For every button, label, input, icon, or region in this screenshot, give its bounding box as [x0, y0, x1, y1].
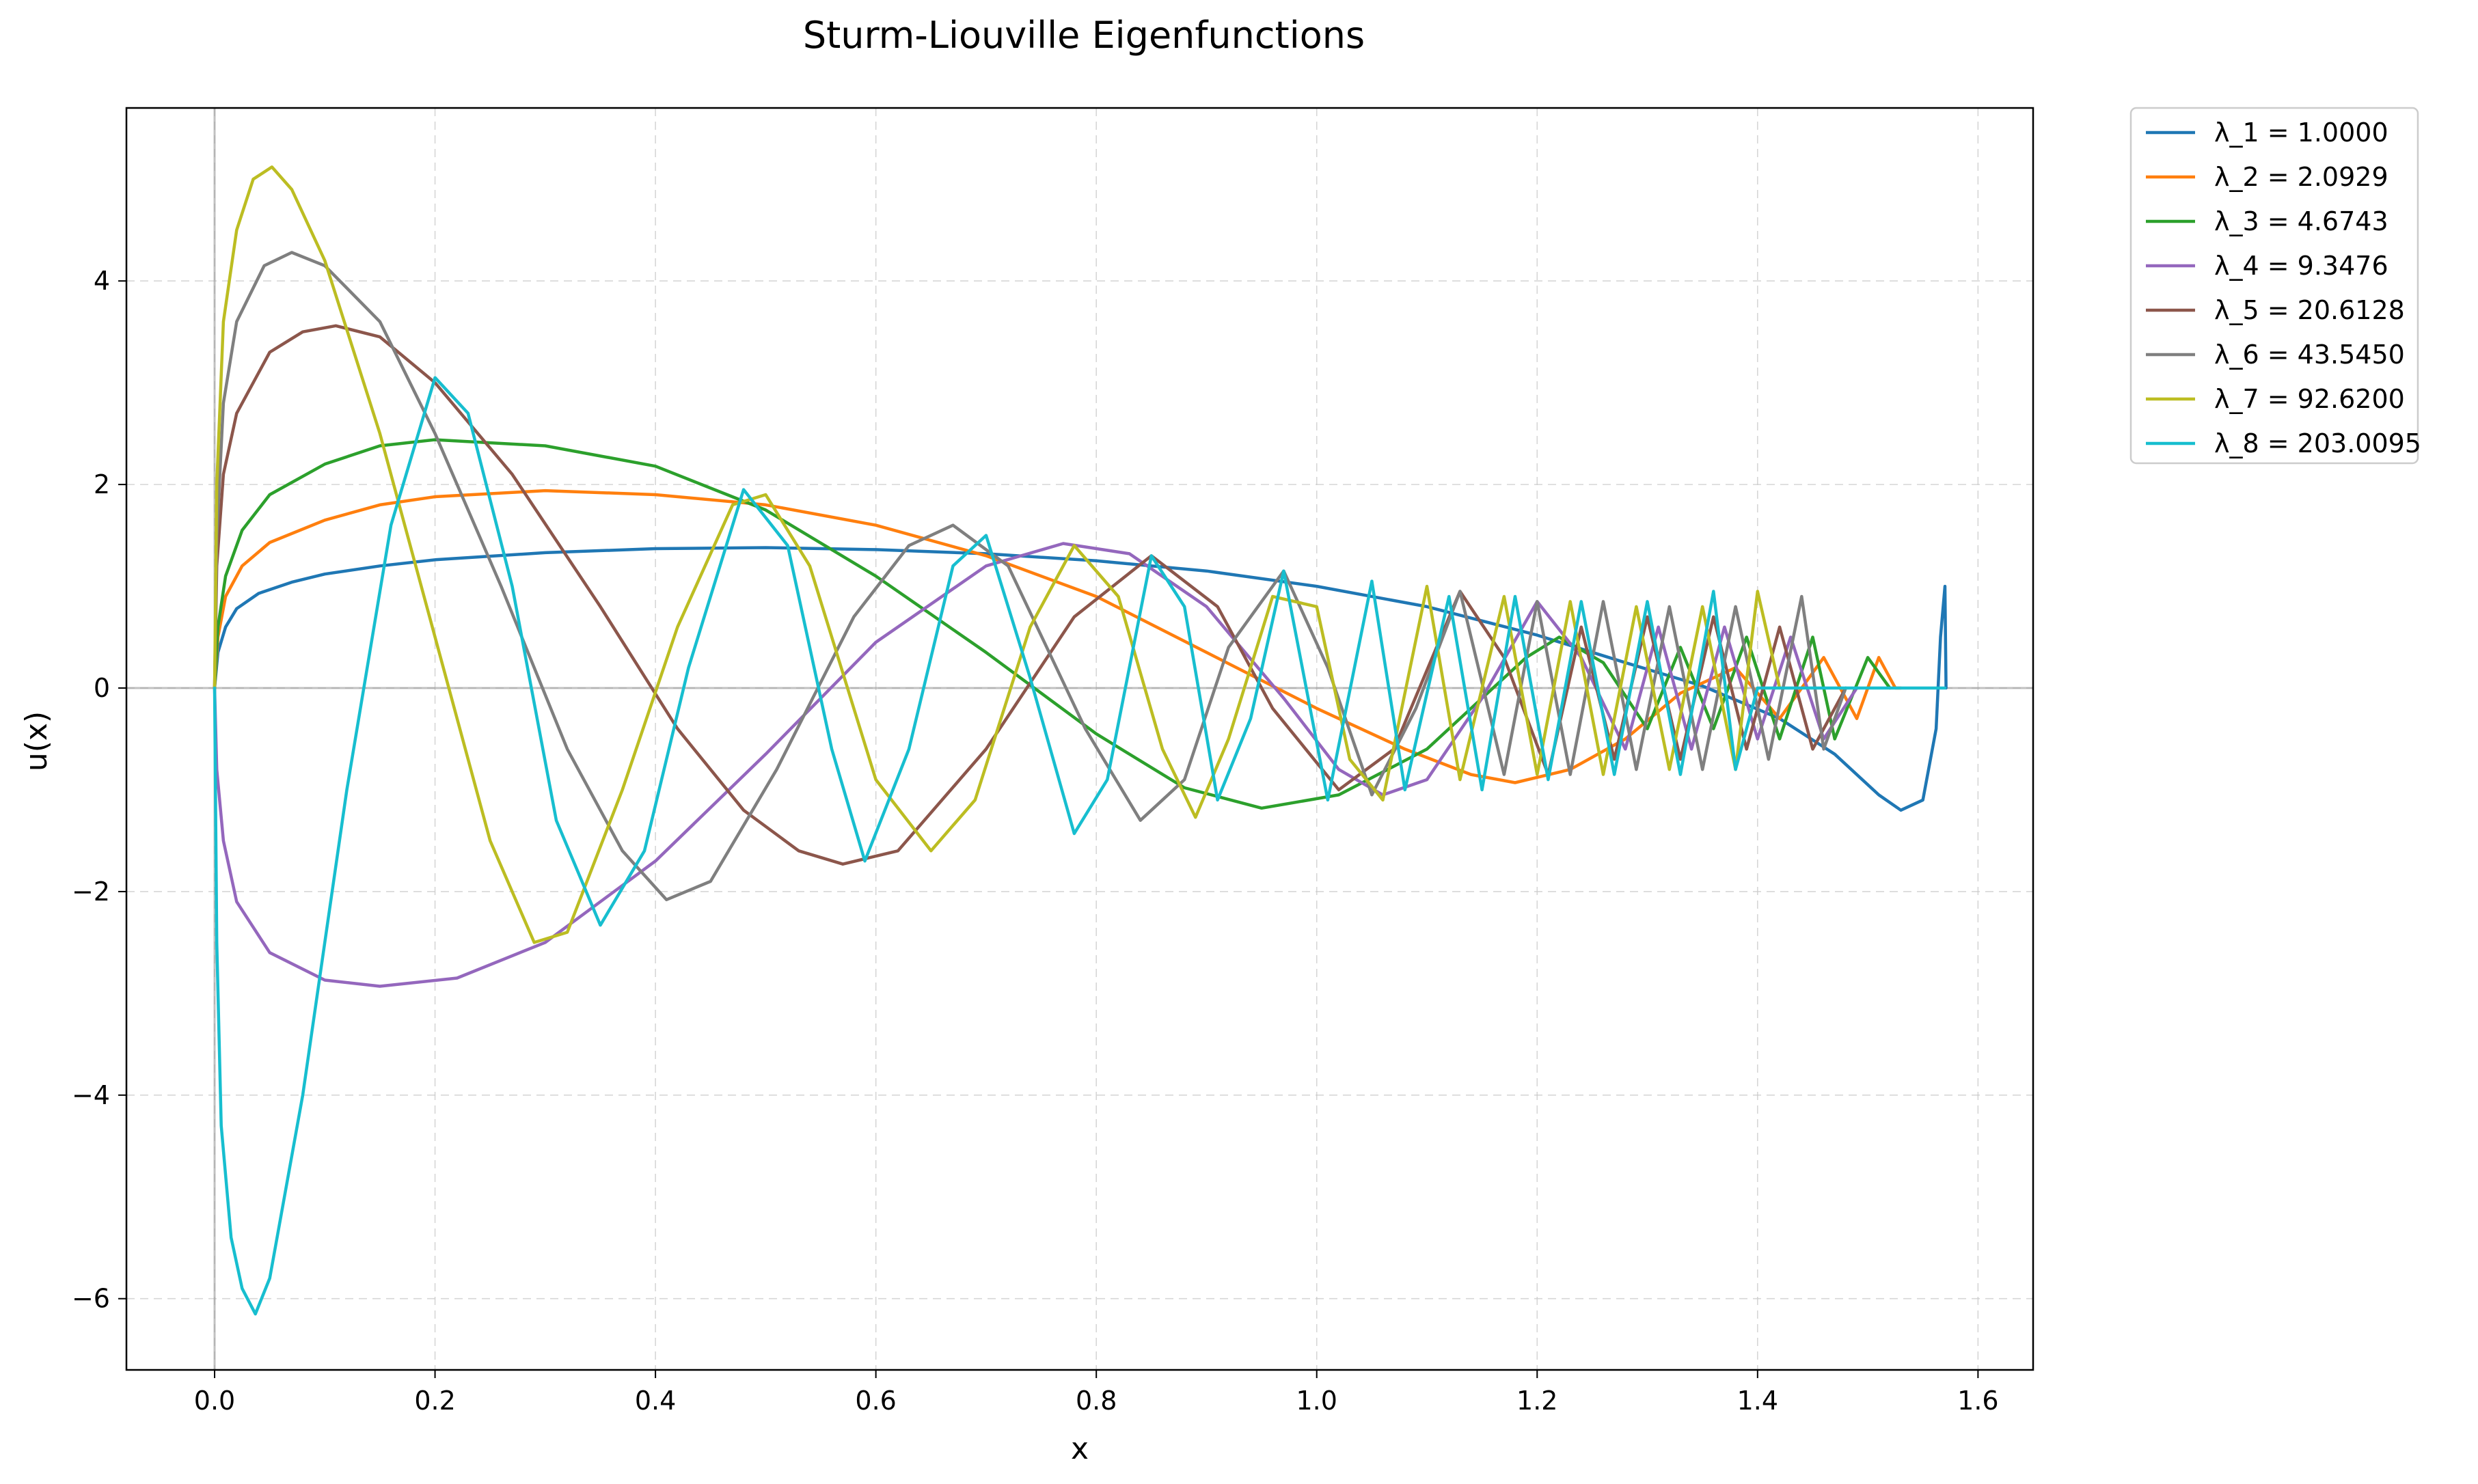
chart-title: Sturm-Liouville Eigenfunctions: [803, 14, 1365, 57]
x-tick-label: 0.0: [194, 1386, 235, 1416]
x-tick-label: 1.0: [1296, 1386, 1337, 1416]
x-tick-label: 0.6: [855, 1386, 896, 1416]
x-tick-label: 0.2: [414, 1386, 455, 1416]
legend-label-5: λ_5 = 20.6128: [2214, 295, 2405, 325]
series-line-3: [213, 438, 1892, 810]
y-tick-label: 0: [94, 673, 110, 703]
x-tick-label: 1.4: [1737, 1386, 1778, 1416]
y-tick-label: 4: [94, 266, 110, 296]
x-tick-label: 0.4: [635, 1386, 676, 1416]
y-axis-ticks: −6 −4 −2 0 2 4: [72, 266, 126, 1314]
y-tick-label: 2: [94, 469, 110, 499]
plot-frame: [125, 107, 2034, 1371]
x-tick-label: 0.8: [1076, 1386, 1117, 1416]
legend-label-8: λ_8 = 203.0095: [2214, 428, 2421, 458]
y-tick-label: −6: [72, 1284, 110, 1314]
legend-label-4: λ_4 = 9.3476: [2214, 251, 2388, 281]
series-group: [213, 165, 1948, 1316]
legend-label-1: λ_1 = 1.0000: [2214, 118, 2388, 148]
legend-label-3: λ_3 = 4.6743: [2214, 206, 2388, 236]
y-tick-label: −4: [72, 1080, 110, 1110]
legend: λ_1 = 1.0000 λ_2 = 2.0929 λ_3 = 4.6743 λ_4 …: [2129, 107, 2421, 465]
legend-label-7: λ_7 = 92.6200: [2214, 384, 2405, 414]
legend-label-6: λ_6 = 43.5450: [2214, 340, 2405, 370]
series-line-4: [213, 542, 1859, 988]
y-axis-label: u(x): [19, 711, 54, 771]
series-line-1: [213, 546, 1948, 812]
x-axis-label: x: [1071, 1431, 1089, 1466]
x-tick-label: 1.6: [1957, 1386, 1998, 1416]
x-tick-label: 1.2: [1516, 1386, 1557, 1416]
y-tick-label: −2: [72, 877, 110, 907]
legend-frame: [2129, 107, 2419, 465]
series-line-7: [213, 165, 1782, 944]
x-axis-ticks: 0.0 0.2 0.4 0.6 0.8 1.0 1.2 1.4 1.6: [194, 1370, 1999, 1416]
series-line-8: [213, 376, 1947, 1316]
legend-label-2: λ_2 = 2.0929: [2214, 162, 2388, 192]
